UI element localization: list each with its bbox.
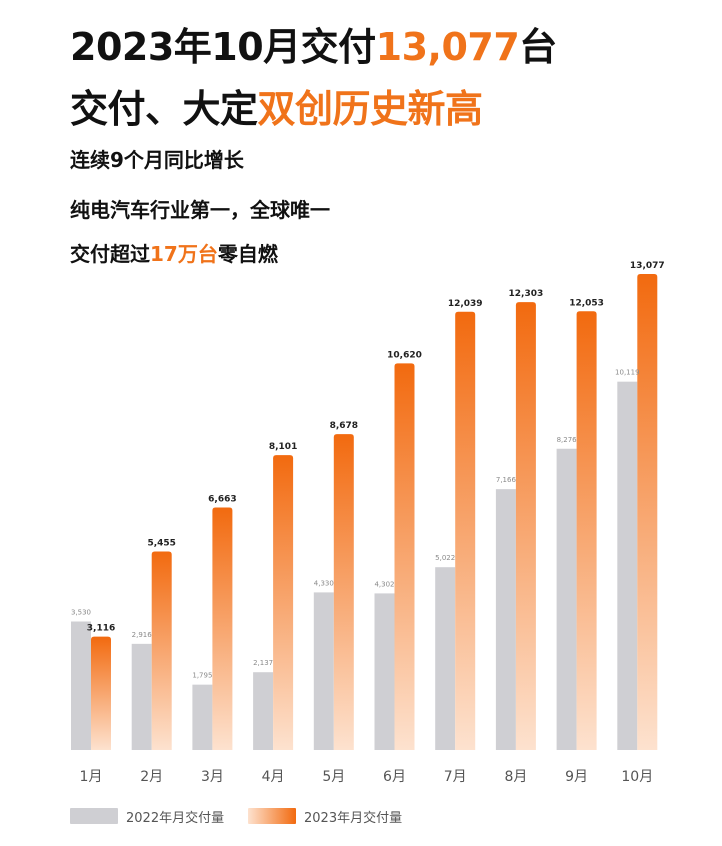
legend-swatch-2023 <box>248 808 296 824</box>
x-tick-label-8: 8月 <box>504 769 527 785</box>
x-tick-label-10: 10月 <box>621 769 653 785</box>
x-tick-label-5: 5月 <box>322 769 345 785</box>
bar-2022-6 <box>374 593 395 750</box>
bar-2022-3 <box>192 684 213 750</box>
bar-2023-7 <box>455 311 476 750</box>
bar-2023-2 <box>151 551 172 750</box>
bar-2023-10 <box>637 274 658 750</box>
x-tick-label-3: 3月 <box>201 769 224 785</box>
legend-label-2022: 2022年月交付量 <box>126 810 225 826</box>
value-label-2022-9: 8,276 <box>557 436 578 444</box>
value-label-2022-6: 4,302 <box>374 580 394 588</box>
value-label-2023-4: 8,101 <box>269 442 297 452</box>
headline-record-prefix: 交付、大定 <box>70 87 258 131</box>
subline-safety: 交付超过17万台零自燃 <box>70 244 278 264</box>
subline-ranking: 纯电汽车行业第一，全球唯一 <box>70 198 330 222</box>
bar-2022-5 <box>313 592 334 750</box>
value-label-2022-7: 5,022 <box>435 554 455 562</box>
headline-record-accent: 双创历史新高 <box>257 87 484 131</box>
value-label-2023-6: 10,620 <box>387 350 422 360</box>
x-tick-label-7: 7月 <box>444 769 467 785</box>
value-label-2022-4: 2,137 <box>253 659 273 667</box>
subline-safety-suffix: 零自燃 <box>217 242 278 266</box>
bar-2023-9 <box>576 311 597 750</box>
subline-safety-prefix: 交付超过 <box>70 242 150 266</box>
bar-2022-8 <box>495 489 516 750</box>
bar-2023-5 <box>333 434 354 750</box>
value-label-2023-2: 5,455 <box>147 538 175 548</box>
headline-delivery: 2023年10月交付13,077台 <box>70 28 557 66</box>
x-tick-label-6: 6月 <box>383 769 406 785</box>
value-label-2022-1: 3,530 <box>71 609 91 617</box>
bar-2023-8 <box>515 302 536 750</box>
bar-2022-10 <box>617 381 638 750</box>
value-label-2022-2: 2,916 <box>132 631 153 639</box>
headline-record: 交付、大定双创历史新高 <box>70 90 483 128</box>
x-tick-label-9: 9月 <box>565 769 588 785</box>
bar-2023-1 <box>91 636 111 750</box>
x-tick-label-4: 4月 <box>262 769 285 785</box>
legend-item-2022: 2022年月交付量 <box>70 806 224 826</box>
bar-2023-3 <box>212 507 233 750</box>
value-label-2022-5: 4,330 <box>314 579 334 587</box>
value-label-2023-8: 12,303 <box>509 289 544 299</box>
bar-2022-9 <box>556 448 577 750</box>
x-tick-label-1: 1月 <box>80 769 103 785</box>
legend-label-2023: 2023年月交付量 <box>304 810 403 826</box>
value-label-2023-9: 12,053 <box>569 298 604 308</box>
headline-delivery-prefix: 2023年10月交付 <box>70 25 376 69</box>
bar-2022-4 <box>253 672 274 750</box>
legend-swatch-2022 <box>70 808 118 824</box>
value-label-2022-3: 1,795 <box>192 672 212 680</box>
subline-safety-accent: 17万台 <box>150 242 218 266</box>
value-label-2023-7: 12,039 <box>448 299 483 309</box>
x-tick-label-2: 2月 <box>140 769 163 785</box>
value-label-2022-10: 10,119 <box>615 369 640 377</box>
value-label-2023-10: 13,077 <box>630 261 665 271</box>
bar-2023-4 <box>273 455 294 750</box>
bar-2022-1 <box>71 621 91 750</box>
value-label-2023-5: 8,678 <box>330 421 358 431</box>
bar-2022-7 <box>435 567 456 750</box>
value-label-2023-1: 3,116 <box>87 624 115 634</box>
bar-2022-2 <box>131 643 152 750</box>
headline-delivery-number: 13,077 <box>375 25 520 69</box>
value-label-2022-8: 7,166 <box>496 476 517 484</box>
legend-item-2023: 2023年月交付量 <box>248 806 402 826</box>
headline-delivery-suffix: 台 <box>519 25 557 69</box>
value-label-2023-3: 6,663 <box>208 494 236 504</box>
bar-2023-6 <box>394 363 415 750</box>
subline-growth: 连续9个月同比增长 <box>70 148 244 172</box>
